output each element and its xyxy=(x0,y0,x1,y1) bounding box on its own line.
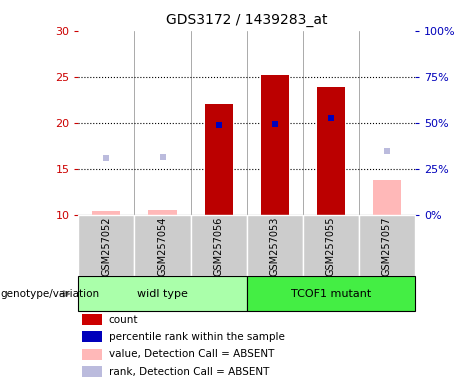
Text: value, Detection Call = ABSENT: value, Detection Call = ABSENT xyxy=(109,349,274,359)
Bar xyxy=(303,215,359,276)
Text: GSM257057: GSM257057 xyxy=(382,217,392,276)
Bar xyxy=(82,314,102,325)
Text: GSM257056: GSM257056 xyxy=(213,217,224,276)
Text: rank, Detection Call = ABSENT: rank, Detection Call = ABSENT xyxy=(109,366,269,377)
Bar xyxy=(135,215,190,276)
Bar xyxy=(205,104,233,215)
Title: GDS3172 / 1439283_at: GDS3172 / 1439283_at xyxy=(166,13,327,27)
Bar xyxy=(82,366,102,377)
Bar xyxy=(190,215,247,276)
Bar xyxy=(78,276,247,311)
Text: widl type: widl type xyxy=(137,289,188,299)
Text: GSM257055: GSM257055 xyxy=(326,217,336,276)
Bar xyxy=(82,331,102,343)
Text: percentile rank within the sample: percentile rank within the sample xyxy=(109,332,284,342)
Bar xyxy=(148,210,177,215)
Bar xyxy=(359,215,415,276)
Text: GSM257052: GSM257052 xyxy=(101,217,112,276)
Bar xyxy=(247,276,415,311)
Bar xyxy=(260,75,289,215)
Text: genotype/variation: genotype/variation xyxy=(0,289,99,299)
Bar xyxy=(317,87,345,215)
Bar xyxy=(373,180,401,215)
Text: GSM257053: GSM257053 xyxy=(270,217,280,276)
Text: count: count xyxy=(109,314,138,325)
Text: TCOF1 mutant: TCOF1 mutant xyxy=(290,289,371,299)
Bar xyxy=(247,215,303,276)
Bar xyxy=(92,211,120,215)
Text: GSM257054: GSM257054 xyxy=(158,217,167,276)
Bar xyxy=(82,349,102,360)
Bar xyxy=(78,215,135,276)
